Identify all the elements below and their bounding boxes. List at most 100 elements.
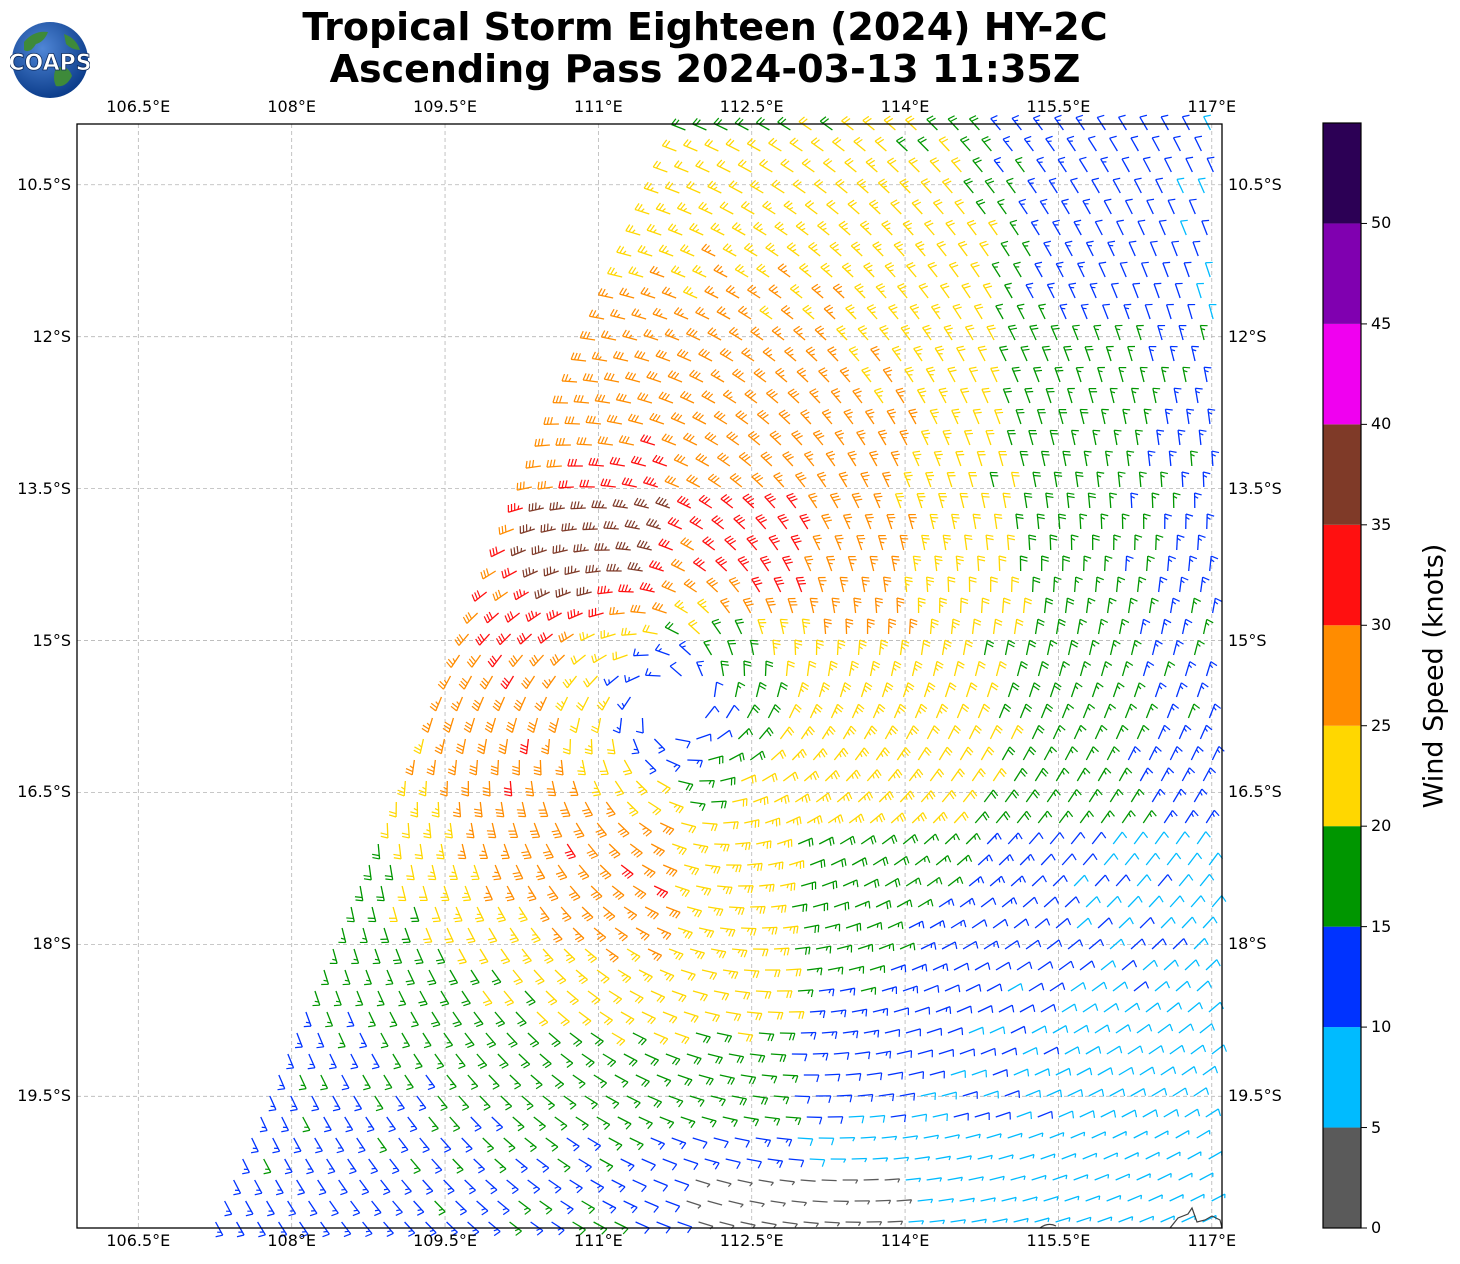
wind-barb [782, 771, 799, 782]
wind-barb [473, 1011, 484, 1028]
wind-barb [588, 607, 604, 618]
wind-barb [602, 1053, 617, 1068]
wind-barb [720, 660, 729, 677]
wind-barb [778, 409, 791, 425]
wind-barb [707, 1200, 723, 1206]
wind-barb [346, 906, 355, 923]
wind-barb [1049, 429, 1059, 446]
wind-barb [759, 555, 772, 572]
wind-barb [799, 513, 811, 530]
wind-barb [759, 158, 773, 173]
wind-barb [724, 535, 737, 551]
wind-barb [483, 885, 493, 902]
wind-barb [929, 157, 941, 173]
wind-barb [642, 624, 658, 635]
wind-barb [851, 1008, 868, 1017]
wind-barb [586, 843, 599, 860]
wind-barb [1004, 282, 1013, 299]
wind-barb [1157, 874, 1173, 887]
wind-barb [1145, 1151, 1160, 1160]
wind-barb [761, 1074, 778, 1084]
wind-barb [466, 822, 475, 839]
lon-tick-bottom-2: 109.5°E [413, 1231, 477, 1250]
wind-barb [719, 201, 734, 215]
wind-barb [881, 986, 898, 994]
wind-barb [1079, 513, 1088, 530]
wind-barb [1127, 895, 1143, 908]
wind-barb [1189, 450, 1198, 467]
wind-barb [1088, 639, 1100, 656]
wind-barb [956, 1005, 973, 1014]
wind-barb [1077, 261, 1085, 278]
wind-barb [826, 199, 839, 215]
wind-barb [1022, 1046, 1039, 1055]
wind-barb [833, 901, 850, 911]
wind-barb [912, 555, 922, 572]
wind-barb [624, 675, 640, 683]
wind-barb [1088, 1088, 1105, 1097]
wind-barb [1153, 282, 1162, 299]
wind-barb [911, 963, 928, 972]
wind-barb [938, 1048, 954, 1057]
wind-barb [1156, 429, 1165, 446]
wind-barb [492, 589, 509, 602]
wind-barb [797, 989, 814, 998]
wind-barb [819, 116, 833, 131]
lat-tick-right-4: 16.5°S [1228, 782, 1282, 802]
wind-barb [888, 303, 899, 320]
wind-barb [1085, 597, 1096, 614]
wind-barb [907, 513, 917, 530]
wind-barb [676, 349, 692, 362]
wind-barb [1109, 492, 1117, 509]
wind-barb [1079, 661, 1092, 677]
wind-barb [599, 1011, 613, 1026]
wind-barb [463, 717, 476, 733]
wind-barb [1010, 725, 1024, 740]
wind-barb [738, 885, 754, 894]
wind-barb [762, 200, 776, 215]
wind-barb [708, 906, 724, 917]
wind-barb [596, 969, 610, 984]
wind-barb [637, 245, 653, 257]
wind-barb [1085, 1195, 1101, 1202]
wind-barb [830, 388, 842, 404]
wind-barb [1160, 1215, 1175, 1223]
wind-barb [582, 801, 593, 818]
wind-barb [899, 1092, 916, 1101]
wind-barb [916, 492, 926, 509]
wind-barb [1112, 981, 1129, 992]
wind-barb [652, 307, 668, 320]
wind-barb [548, 1179, 562, 1194]
wind-barb [682, 285, 698, 299]
wind-barb [311, 1095, 320, 1112]
wind-barb [495, 801, 505, 818]
wind-barb [673, 453, 689, 467]
wind-barb [959, 597, 969, 614]
wind-barb [452, 801, 462, 818]
wind-barb [884, 725, 899, 740]
wind-barb [1064, 597, 1075, 614]
wind-barb [891, 345, 902, 362]
wind-barb [695, 1179, 711, 1188]
wind-barb [956, 345, 966, 362]
wind-barb [1067, 639, 1079, 656]
wind-barb [594, 542, 610, 551]
wind-barb [886, 513, 896, 530]
wind-barb [296, 1179, 306, 1196]
wind-barb [1031, 875, 1047, 887]
wind-barb [1067, 939, 1084, 950]
wind-barb [1185, 513, 1194, 530]
wind-barb [702, 822, 718, 832]
wind-barb [887, 921, 904, 930]
wind-barb [410, 906, 420, 923]
wind-barb [970, 261, 980, 278]
wind-barb [848, 813, 865, 824]
wind-barb [1082, 198, 1091, 215]
wind-barb [578, 1158, 592, 1173]
wind-barb [1190, 1044, 1207, 1055]
wind-barb [567, 458, 583, 467]
wind-barb [929, 618, 939, 635]
wind-barb [542, 948, 554, 964]
wind-barb [314, 1137, 323, 1154]
wind-barb [1088, 938, 1105, 950]
